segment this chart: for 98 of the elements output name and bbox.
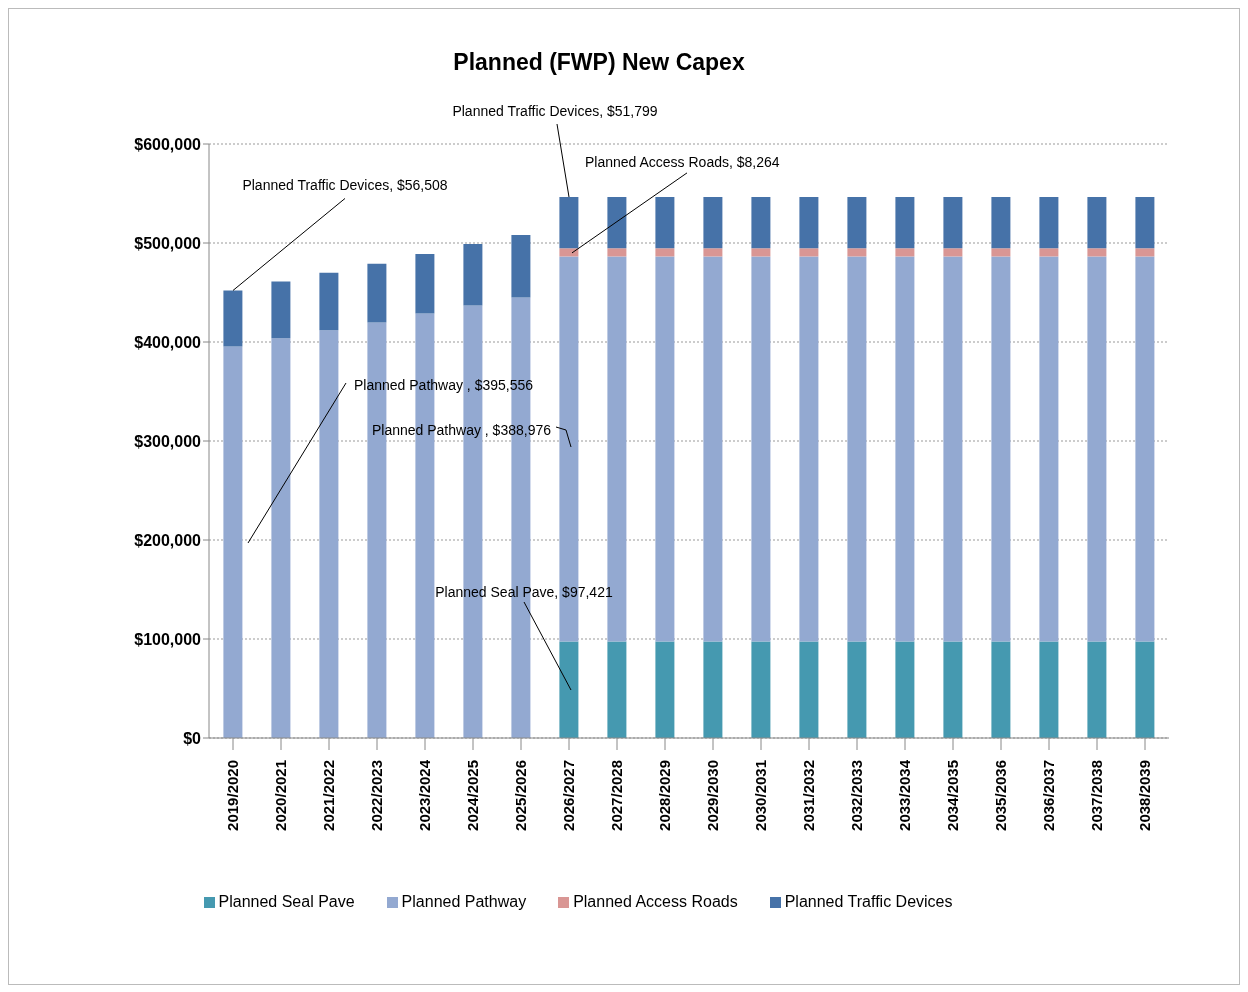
annotation: Planned Traffic Devices, $51,799 — [452, 103, 658, 119]
bar — [319, 330, 339, 738]
bar — [847, 641, 867, 738]
x-tick-label: 2034/2035 — [944, 760, 961, 831]
x-tick-label: 2020/2021 — [272, 760, 289, 831]
legend-label: Planned Traffic Devices — [784, 893, 953, 910]
x-tick-label: 2037/2038 — [1088, 760, 1105, 831]
bar — [991, 248, 1011, 257]
bar — [943, 197, 963, 249]
bar — [655, 256, 675, 642]
annotation: Planned Seal Pave, $97,421 — [435, 584, 613, 600]
bar — [1039, 248, 1059, 257]
bar — [607, 641, 627, 738]
bar — [607, 197, 627, 249]
bar — [991, 256, 1011, 642]
bar — [799, 256, 819, 642]
bar — [799, 197, 819, 249]
bar — [703, 256, 723, 642]
bar — [655, 248, 675, 257]
bar — [319, 272, 339, 331]
bar — [895, 641, 915, 738]
bar — [223, 346, 243, 738]
chart-title: Planned (FWP) New Capex — [452, 49, 746, 76]
y-tick-label: $600,000 — [134, 135, 202, 153]
bar — [607, 248, 627, 257]
y-tick-label: $200,000 — [134, 531, 202, 549]
x-tick-label: 2028/2029 — [656, 760, 673, 831]
bar — [1135, 641, 1155, 738]
annotation: Planned Pathway , $395,556 — [354, 377, 534, 393]
x-tick-label: 2033/2034 — [896, 759, 913, 831]
bar — [703, 641, 723, 738]
bar — [703, 248, 723, 257]
bar — [1135, 248, 1155, 257]
x-tick-label: 2019/2020 — [224, 760, 241, 831]
y-tick-label: $100,000 — [134, 630, 202, 648]
bar — [751, 248, 771, 257]
x-tick-label: 2025/2026 — [512, 760, 529, 831]
x-tick-label: 2024/2025 — [464, 760, 481, 831]
x-tick-label: 2030/2031 — [752, 760, 769, 831]
y-tick-label: $400,000 — [134, 333, 202, 351]
x-tick-label: 2029/2030 — [704, 760, 721, 831]
bar — [367, 263, 387, 323]
bar — [559, 197, 579, 249]
legend-label: Planned Pathway — [401, 893, 527, 910]
bar — [895, 248, 915, 257]
x-tick-label: 2026/2027 — [560, 760, 577, 831]
x-tick-label: 2027/2028 — [608, 760, 625, 831]
legend-label: Planned Access Roads — [573, 893, 738, 910]
bar — [895, 256, 915, 642]
bar — [703, 197, 723, 249]
y-tick-label: $300,000 — [134, 432, 202, 450]
bar — [847, 248, 867, 257]
bar — [943, 256, 963, 642]
bar — [1087, 256, 1107, 642]
bar — [271, 338, 291, 738]
bar — [223, 290, 243, 347]
bar — [847, 197, 867, 249]
bar — [1135, 197, 1155, 249]
bar — [1135, 256, 1155, 642]
bar — [943, 248, 963, 257]
x-tick-label: 2035/2036 — [992, 760, 1009, 831]
bar — [655, 197, 675, 249]
x-tick-label: 2031/2032 — [800, 760, 817, 831]
x-tick-label: 2021/2022 — [320, 760, 337, 831]
bar — [559, 641, 579, 738]
bar — [751, 256, 771, 642]
bar — [1087, 197, 1107, 249]
x-tick-label: 2032/2033 — [848, 760, 865, 831]
x-tick-label: 2022/2023 — [368, 760, 385, 831]
annotation: Planned Access Roads, $8,264 — [585, 153, 780, 170]
bar — [799, 248, 819, 257]
x-tick-label: 2023/2024 — [416, 759, 433, 831]
bar — [847, 256, 867, 642]
bar — [799, 641, 819, 738]
bar — [511, 235, 531, 298]
annotation: Planned Traffic Devices, $56,508 — [242, 177, 448, 194]
bar — [751, 641, 771, 738]
bar — [751, 197, 771, 249]
bar — [1087, 641, 1107, 738]
bar — [895, 197, 915, 249]
bar — [559, 248, 579, 257]
bar — [943, 641, 963, 738]
bar — [1087, 248, 1107, 257]
y-tick-label: $0 — [183, 729, 202, 747]
bar — [1039, 256, 1059, 642]
bar — [415, 253, 435, 314]
bar — [271, 281, 291, 339]
y-tick-label: $500,000 — [134, 234, 202, 252]
x-tick-label: 2036/2037 — [1040, 760, 1057, 831]
bar — [655, 641, 675, 738]
x-tick-label: 2038/2039 — [1136, 760, 1153, 831]
legend-label: Planned Seal Pave — [218, 893, 355, 910]
bar — [991, 641, 1011, 738]
bar — [463, 243, 483, 306]
bar — [991, 197, 1011, 249]
bar — [1039, 641, 1059, 738]
bar — [1039, 197, 1059, 249]
annotation: Planned Pathway , $388,976 — [371, 422, 552, 438]
